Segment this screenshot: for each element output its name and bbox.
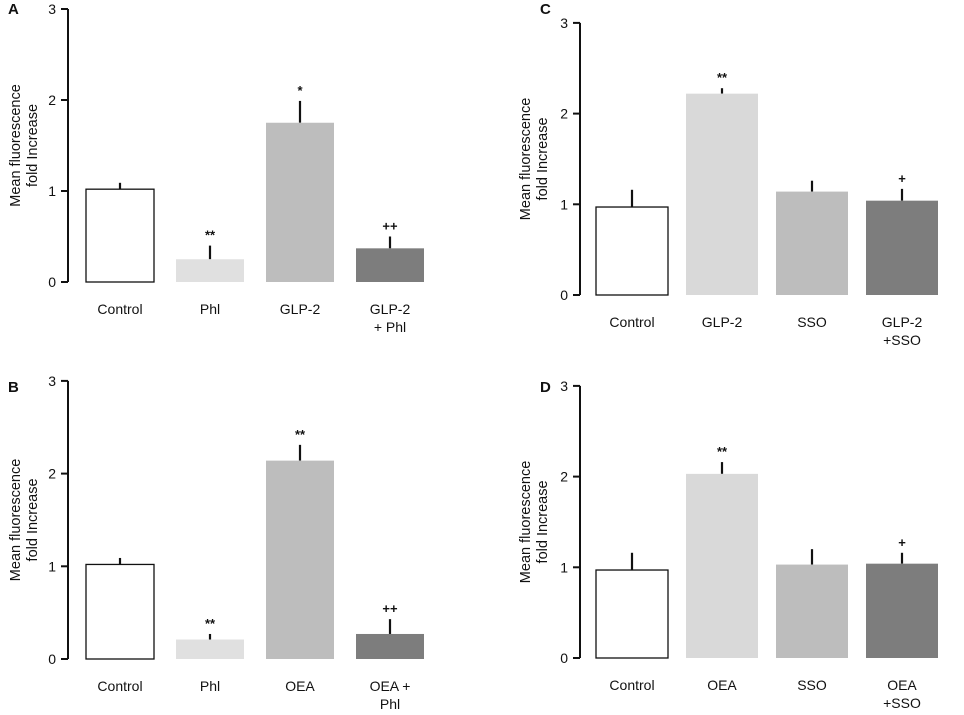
- x-category-label: GLP-2 +SSO: [882, 314, 923, 348]
- panel-d: D 0 1 2 3 Mean fluorescencefold Increase Contr…: [518, 378, 938, 711]
- x-category-label: Control: [97, 301, 142, 317]
- significance-label: **: [717, 444, 728, 459]
- y-tick-label: 3: [48, 1, 56, 17]
- panel-letter: C: [540, 1, 551, 18]
- y-axis-label-line: fold Increase: [25, 104, 41, 187]
- panel-b: B 0 1 2 3 Mean fluorescencefold Increase Contr…: [8, 373, 424, 712]
- y-axis-label-line: fold Increase: [535, 480, 551, 563]
- y-tick-label: 0: [560, 287, 568, 303]
- x-category-label: OEA: [285, 678, 315, 694]
- y-tick-label: 0: [48, 274, 56, 290]
- x-category-label-line: Control: [609, 314, 654, 330]
- significance-label: **: [295, 427, 306, 442]
- y-axis-label: Mean fluorescencefold Increase: [518, 98, 551, 221]
- x-category-label-line: Control: [97, 301, 142, 317]
- panel-c: C 0 1 2 3 Mean fluorescencefold Increase Contr…: [518, 1, 938, 348]
- x-category-label-line: GLP-2: [882, 314, 923, 330]
- x-category-label-line: Control: [97, 678, 142, 694]
- x-category-label-line: OEA: [707, 677, 737, 693]
- y-tick-label: 2: [48, 92, 56, 108]
- x-category-label-line: Phl: [200, 678, 220, 694]
- bar-phl: [176, 259, 244, 282]
- significance-label: ++: [382, 219, 398, 234]
- bar-phl: [176, 639, 244, 659]
- y-tick-label: 3: [560, 378, 568, 394]
- panel-a: A 0 1 2 3 Mean fluorescencefold Increase Contr…: [8, 1, 424, 335]
- x-category-label-line: +SSO: [883, 695, 921, 711]
- x-category-label: GLP-2: [280, 301, 321, 317]
- x-category-label: Phl: [200, 301, 220, 317]
- x-category-label-line: SSO: [797, 677, 827, 693]
- bar-oea: [686, 473, 758, 658]
- y-axis-label-line: fold Increase: [25, 478, 41, 561]
- y-axis-label: Mean fluorescencefold Increase: [8, 84, 41, 207]
- y-axis-label-line: Mean fluorescence: [8, 84, 24, 207]
- significance-label: +: [898, 535, 906, 550]
- x-category-label-line: Control: [609, 677, 654, 693]
- y-tick-label: 2: [560, 469, 568, 485]
- y-tick-label: 3: [560, 15, 568, 31]
- y-axis-label-line: Mean fluorescence: [518, 98, 534, 221]
- bar-glp-2: [266, 122, 334, 282]
- bar-glp-2phl: [356, 248, 424, 282]
- y-tick-label: 1: [560, 196, 568, 212]
- x-category-label: OEA: [707, 677, 737, 693]
- x-category-label: SSO: [797, 314, 827, 330]
- significance-label: **: [205, 228, 216, 243]
- bar-oea: [266, 460, 334, 659]
- significance-label: ++: [382, 601, 398, 616]
- significance-label: **: [717, 70, 728, 85]
- y-axis-label: Mean fluorescencefold Increase: [8, 459, 41, 582]
- x-category-label-line: GLP-2: [370, 301, 411, 317]
- panel-letter: B: [8, 379, 19, 396]
- x-category-label: OEA +SSO: [883, 677, 921, 711]
- bar-oeaphl: [356, 633, 424, 659]
- y-tick-label: 0: [560, 650, 568, 666]
- significance-label: *: [297, 83, 303, 98]
- y-tick-label: 2: [48, 466, 56, 482]
- y-axis-label-line: Mean fluorescence: [8, 459, 24, 582]
- panel-letter: A: [8, 1, 19, 18]
- x-category-label: Control: [609, 677, 654, 693]
- x-category-label: Phl: [200, 678, 220, 694]
- x-category-label: OEA + Phl: [370, 678, 411, 712]
- bar-control: [595, 569, 669, 659]
- bar-glp-2sso: [866, 200, 938, 295]
- y-axis-label-line: Mean fluorescence: [518, 461, 534, 584]
- x-category-label-line: + Phl: [374, 319, 406, 335]
- x-category-label-line: OEA +: [370, 678, 411, 694]
- y-axis-label-line: fold Increase: [535, 117, 551, 200]
- x-category-label: GLP-2: [702, 314, 743, 330]
- y-tick-label: 1: [560, 559, 568, 575]
- bar-sso: [776, 564, 848, 658]
- x-category-label: GLP-2 + Phl: [370, 301, 411, 335]
- x-category-label-line: SSO: [797, 314, 827, 330]
- y-axis-label: Mean fluorescencefold Increase: [518, 461, 551, 584]
- bar-control: [595, 206, 669, 296]
- y-tick-label: 1: [48, 558, 56, 574]
- y-tick-label: 2: [560, 106, 568, 122]
- x-category-label-line: OEA: [887, 677, 917, 693]
- bar-control: [85, 188, 155, 283]
- x-category-label-line: OEA: [285, 678, 315, 694]
- significance-label: +: [898, 171, 906, 186]
- bar-sso: [776, 191, 848, 295]
- y-tick-label: 1: [48, 183, 56, 199]
- x-category-label-line: GLP-2: [280, 301, 321, 317]
- x-category-label: Control: [609, 314, 654, 330]
- x-category-label-line: Phl: [200, 301, 220, 317]
- bar-control: [85, 563, 155, 660]
- panel-letter: D: [540, 379, 551, 396]
- x-category-label-line: +SSO: [883, 332, 921, 348]
- x-category-label-line: Phl: [380, 696, 400, 712]
- y-tick-label: 0: [48, 651, 56, 667]
- bar-glp-2: [686, 93, 758, 295]
- significance-label: **: [205, 616, 216, 631]
- bar-oeasso: [866, 563, 938, 658]
- y-tick-label: 3: [48, 373, 56, 389]
- x-category-label: SSO: [797, 677, 827, 693]
- x-category-label: Control: [97, 678, 142, 694]
- x-category-label-line: GLP-2: [702, 314, 743, 330]
